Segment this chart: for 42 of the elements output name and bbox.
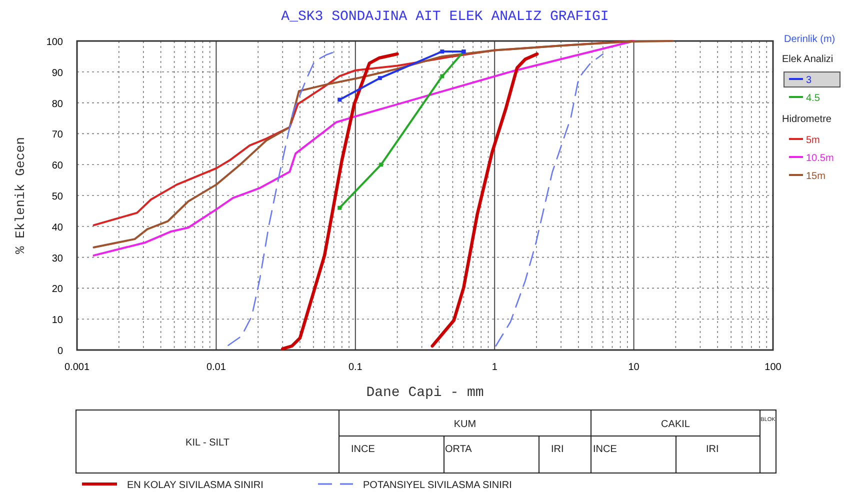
y-axis-title: % Eklenik Gecen xyxy=(13,136,28,254)
y-tick-label: 70 xyxy=(52,130,64,141)
text: Hidrometre xyxy=(782,114,832,125)
legend-label: 4.5 xyxy=(806,93,820,104)
legend-label: 15m xyxy=(806,171,826,182)
legend-label: 5m xyxy=(806,135,820,146)
legend-title: Derinlik (m) xyxy=(784,34,836,45)
text: IRI xyxy=(551,444,564,455)
text: INCE xyxy=(351,444,376,455)
text: IRI xyxy=(706,444,719,455)
text: INCE xyxy=(593,444,618,455)
legend-label: POTANSIYEL SIVILASMA SINIRI xyxy=(363,480,512,491)
text: CAKIL xyxy=(661,419,690,430)
y-tick-label: 80 xyxy=(52,98,64,110)
y-tick-label: 30 xyxy=(52,253,64,264)
y-tick-label: 90 xyxy=(52,68,64,79)
x-tick-label: 0.001 xyxy=(64,362,90,373)
x-tick-label: 1 xyxy=(492,362,498,373)
text: KIL - SILT xyxy=(186,438,230,448)
point xyxy=(338,98,342,102)
x-tick-label: 100 xyxy=(764,362,782,373)
x-tick-label: 10 xyxy=(628,362,640,373)
legend-label: 3 xyxy=(806,75,812,86)
text: Elek Analizi xyxy=(782,54,834,65)
text: KUM xyxy=(454,419,476,430)
y-tick-label: 50 xyxy=(52,192,64,202)
y-tick-label: 0 xyxy=(57,346,64,357)
legend-label: 10.5m xyxy=(806,153,834,164)
point xyxy=(338,206,342,210)
point xyxy=(378,76,382,80)
y-tick-label: 10 xyxy=(52,315,64,326)
legend-label: EN KOLAY SIVILASMA SINIRI xyxy=(127,480,264,491)
y-tick-label: 20 xyxy=(52,284,64,296)
x-axis-title: Dane Capi - mm xyxy=(366,385,484,401)
y-tick-label: 40 xyxy=(52,222,64,234)
point xyxy=(379,162,384,167)
chart-title: A_SK3 SONDAJINA AIT ELEK ANALIZ GRAFIGI xyxy=(281,9,609,25)
x-tick-label: 0.1 xyxy=(348,362,363,373)
x-tick-label: 0.01 xyxy=(206,362,226,373)
text: ORTA xyxy=(445,444,472,455)
y-tick-label: 60 xyxy=(52,160,64,172)
y-tick-label: 100 xyxy=(46,37,64,48)
